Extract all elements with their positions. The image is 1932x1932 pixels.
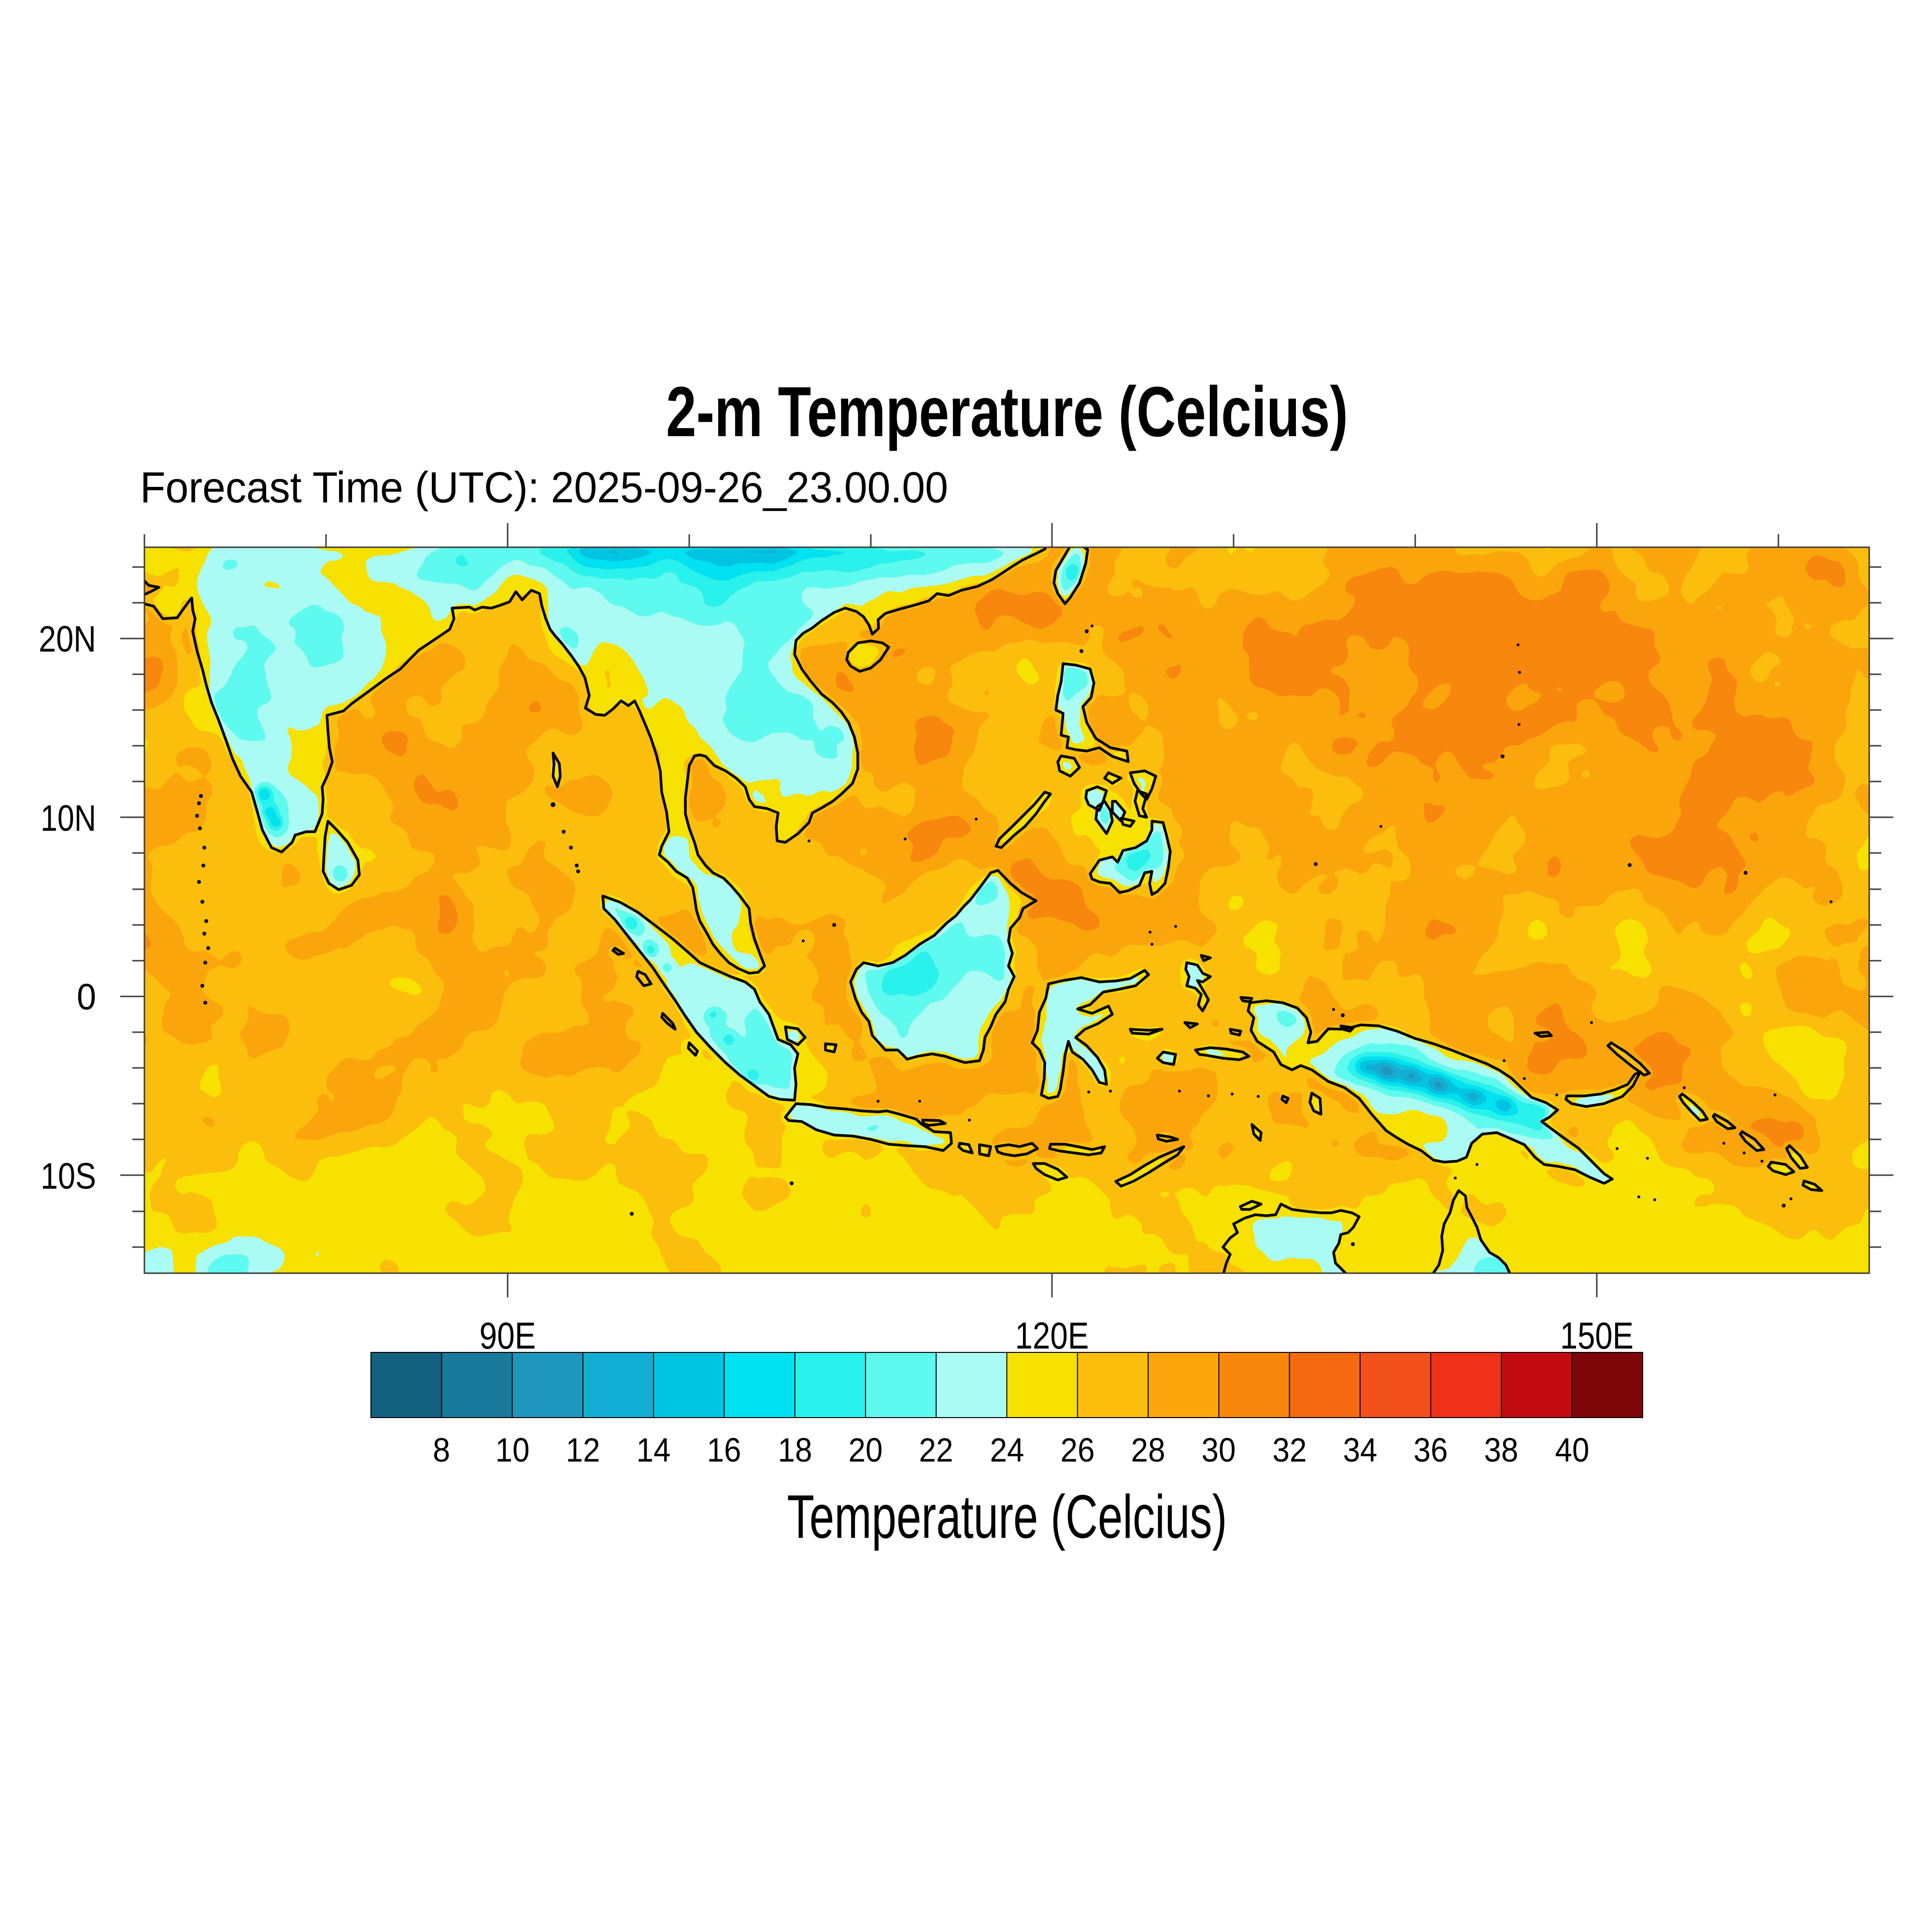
svg-text:22: 22 xyxy=(919,1431,953,1469)
svg-text:34: 34 xyxy=(1343,1431,1378,1469)
svg-text:12: 12 xyxy=(566,1431,600,1469)
svg-text:26: 26 xyxy=(1061,1431,1095,1469)
svg-text:10N: 10N xyxy=(41,798,96,839)
svg-text:8: 8 xyxy=(433,1431,450,1469)
svg-text:16: 16 xyxy=(707,1431,741,1469)
svg-text:10: 10 xyxy=(496,1431,530,1469)
svg-text:120E: 120E xyxy=(1015,1314,1089,1357)
svg-text:14: 14 xyxy=(637,1431,671,1469)
svg-text:18: 18 xyxy=(778,1431,812,1469)
svg-text:2-m Temperature (Celcius): 2-m Temperature (Celcius) xyxy=(666,372,1348,452)
svg-text:28: 28 xyxy=(1131,1431,1165,1469)
svg-text:Temperature (Celcius): Temperature (Celcius) xyxy=(787,1482,1227,1551)
svg-text:36: 36 xyxy=(1414,1431,1448,1469)
svg-text:24: 24 xyxy=(990,1431,1024,1469)
svg-text:32: 32 xyxy=(1273,1431,1307,1469)
svg-text:20N: 20N xyxy=(39,619,96,660)
svg-text:40: 40 xyxy=(1555,1431,1590,1469)
svg-text:0: 0 xyxy=(77,977,96,1018)
svg-text:Forecast Time (UTC): 2025-09-2: Forecast Time (UTC): 2025-09-26_23.00.00 xyxy=(140,464,948,512)
svg-text:150E: 150E xyxy=(1560,1314,1634,1357)
svg-text:10S: 10S xyxy=(41,1156,96,1197)
svg-text:90E: 90E xyxy=(480,1314,536,1357)
svg-text:30: 30 xyxy=(1202,1431,1236,1469)
svg-text:20: 20 xyxy=(849,1431,883,1469)
svg-text:38: 38 xyxy=(1484,1431,1519,1469)
